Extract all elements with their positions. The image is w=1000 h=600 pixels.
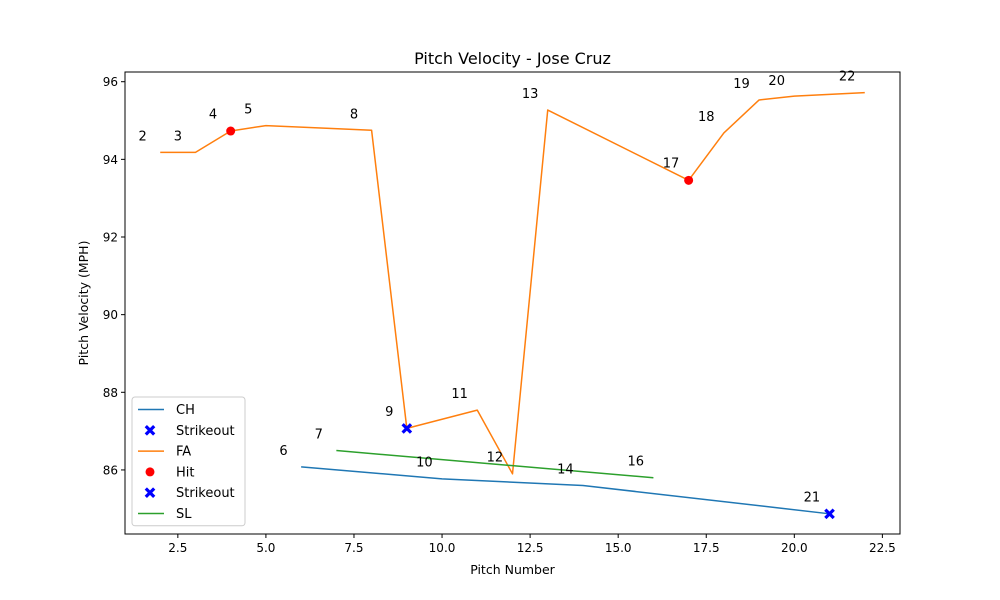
- hit-marker: [684, 175, 694, 185]
- chart-title: Pitch Velocity - Jose Cruz: [414, 49, 611, 68]
- pitch-number-label: 18: [698, 110, 715, 125]
- pitch-number-label: 21: [804, 491, 821, 506]
- pitch-number-label: 22: [839, 69, 856, 84]
- pitch-number-label: 16: [628, 455, 645, 470]
- legend-label: FA: [176, 445, 191, 460]
- x-tick-label: 12.5: [517, 541, 544, 555]
- pitch-number-label: 8: [350, 107, 358, 122]
- legend: CH Strikeout FA Hit Strikeout SL: [131, 396, 246, 527]
- y-axis-label: Pitch Velocity (MPH): [76, 241, 91, 366]
- strikeout-marker: [401, 423, 413, 434]
- y-tick-label: 88: [103, 386, 118, 400]
- y-tick-label: 90: [103, 308, 118, 322]
- x-tick-label: 22.5: [869, 541, 896, 555]
- ch-line: [301, 466, 830, 515]
- legend-label: SL: [176, 507, 192, 522]
- legend-x-swatch-cross: [144, 487, 156, 499]
- y-tick-label: 92: [103, 231, 118, 245]
- x-axis: 2.5 5.0 7.5 10.0 12.5 15.0 17.5 20.0 22.5: [168, 534, 896, 555]
- pitch-number-label: 10: [416, 456, 433, 471]
- pitch-number-label: 19: [733, 77, 750, 92]
- pitch-number-label: 12: [487, 451, 504, 466]
- x-tick-label: 7.5: [344, 541, 363, 555]
- x-tick-label: 5.0: [256, 541, 275, 555]
- x-tick-label: 10.0: [429, 541, 456, 555]
- legend-circle-swatch: [145, 467, 155, 477]
- y-tick-label: 86: [103, 463, 118, 477]
- x-tick-label: 2.5: [168, 541, 187, 555]
- x-tick-label: 20.0: [781, 541, 808, 555]
- pitch-number-label: 7: [315, 427, 323, 442]
- point-labels: 2 3 4 5 8 9 11 12 13 17 18 19 20 22 6 7 10 14 16 21: [138, 69, 855, 505]
- fa-line: [160, 91, 865, 475]
- pitch-number-label: 13: [522, 87, 539, 102]
- y-axis: 86 88 90 92 94 96: [103, 75, 125, 477]
- legend-x-swatch: [144, 487, 156, 499]
- x-tick-label: 17.5: [693, 541, 720, 555]
- legend-label: CH: [176, 403, 195, 418]
- y-tick-label: 96: [103, 75, 118, 89]
- x-axis-label: Pitch Number: [470, 562, 555, 577]
- pitch-number-label: 2: [138, 130, 146, 145]
- legend-label: Strikeout: [176, 424, 235, 439]
- pitch-number-label: 5: [244, 102, 252, 117]
- legend-box: [131, 396, 246, 527]
- strikeout-marker-cross: [824, 508, 835, 520]
- x-tick-label: 15.0: [605, 541, 632, 555]
- series-layer: [160, 91, 865, 520]
- pitch-number-label: 9: [385, 405, 393, 420]
- legend-label: Hit: [176, 465, 194, 480]
- pitch-number-label: 20: [768, 74, 785, 89]
- plot-frame: [124, 71, 901, 535]
- legend-x-swatch-cross: [144, 424, 156, 436]
- pitch-number-label: 3: [174, 130, 182, 145]
- y-tick-label: 94: [103, 153, 118, 167]
- pitch-number-label: 14: [557, 462, 574, 477]
- strikeout-marker-cross: [401, 423, 413, 434]
- pitch-number-label: 4: [209, 107, 217, 122]
- hit-marker: [226, 126, 236, 136]
- plot-area: [125, 72, 900, 534]
- strikeout-marker: [824, 508, 835, 520]
- pitch-number-label: 6: [279, 444, 287, 459]
- legend-x-swatch: [144, 424, 156, 436]
- pitch-number-label: 11: [451, 387, 468, 402]
- pitch-number-label: 17: [663, 157, 680, 172]
- sl-line: [336, 449, 654, 479]
- legend-label: Strikeout: [176, 486, 235, 501]
